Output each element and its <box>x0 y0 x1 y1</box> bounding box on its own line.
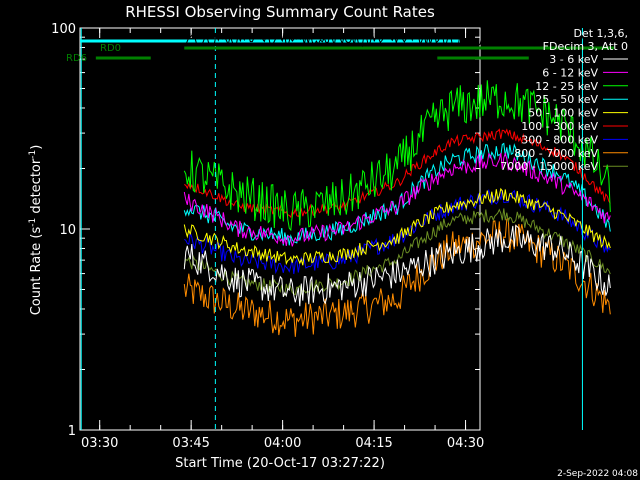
x-tick-label: 04:30 <box>447 436 484 451</box>
legend-label: 300 - 800 keV <box>521 133 598 146</box>
x-tick-label: 04:00 <box>264 436 301 451</box>
top-trace <box>184 30 613 48</box>
legend-label: 3 - 6 keV <box>549 53 598 66</box>
x-tick-label: 03:30 <box>81 436 118 451</box>
series-line-7 <box>183 217 611 337</box>
legend-label: 800 - 7000 keV <box>514 147 598 160</box>
y-tick-label: 1 <box>68 424 76 439</box>
legend-label: 100 - 300 keV <box>521 120 598 133</box>
series-line-5 <box>184 128 611 219</box>
y-tick-label: 10 <box>59 223 76 238</box>
y-axis-label-sup2: -1 <box>28 150 38 159</box>
series-line-0 <box>183 224 611 307</box>
marker-label: RD0 <box>100 43 121 54</box>
legend-label: 50 - 100 keV <box>528 107 598 120</box>
y-axis-label-sup1: -1 <box>28 218 38 227</box>
series-layer <box>183 80 611 337</box>
legend-label: 12 - 25 keV <box>535 80 598 93</box>
marker-label: RD6 <box>66 53 87 64</box>
y-axis-label: Count Rate (s-1 detector-1) <box>28 145 44 316</box>
series-line-6 <box>184 189 611 275</box>
y-axis-label-mid: detector <box>29 158 44 218</box>
x-axis-label: Start Time (20-Oct-17 03:27:22) <box>175 456 385 471</box>
plot-border <box>79 27 481 431</box>
legend-label: 25 - 50 keV <box>535 93 598 106</box>
x-tick-label: 03:45 <box>172 436 209 451</box>
legend-header-line-2: FDecim 3, Att 0 <box>543 40 628 53</box>
legend-header-line-1: Det 1,3,6, <box>573 27 628 40</box>
footer-date: 2-Sep-2022 04:08 <box>557 469 638 479</box>
y-tick-label: 100 <box>51 22 76 37</box>
series-line-4 <box>183 187 611 266</box>
plot-frame: 1 10 100 03:30 03:45 04:00 04:15 04:30 <box>51 22 484 451</box>
y-axis-label-end: ) <box>29 145 44 150</box>
y-axis-label-main: Count Rate (s <box>29 227 44 316</box>
chart-title: RHESSI Observing Summary Count Rates <box>125 3 435 21</box>
legend-label: 6 - 12 keV <box>542 66 598 79</box>
legend-label: 7000 - 15000 keV <box>500 160 598 173</box>
overlay-layer: RD0 RD6 <box>66 28 615 430</box>
series-line-1 <box>183 151 611 247</box>
series-line-2 <box>183 80 611 232</box>
x-tick-label: 04:15 <box>355 436 392 451</box>
